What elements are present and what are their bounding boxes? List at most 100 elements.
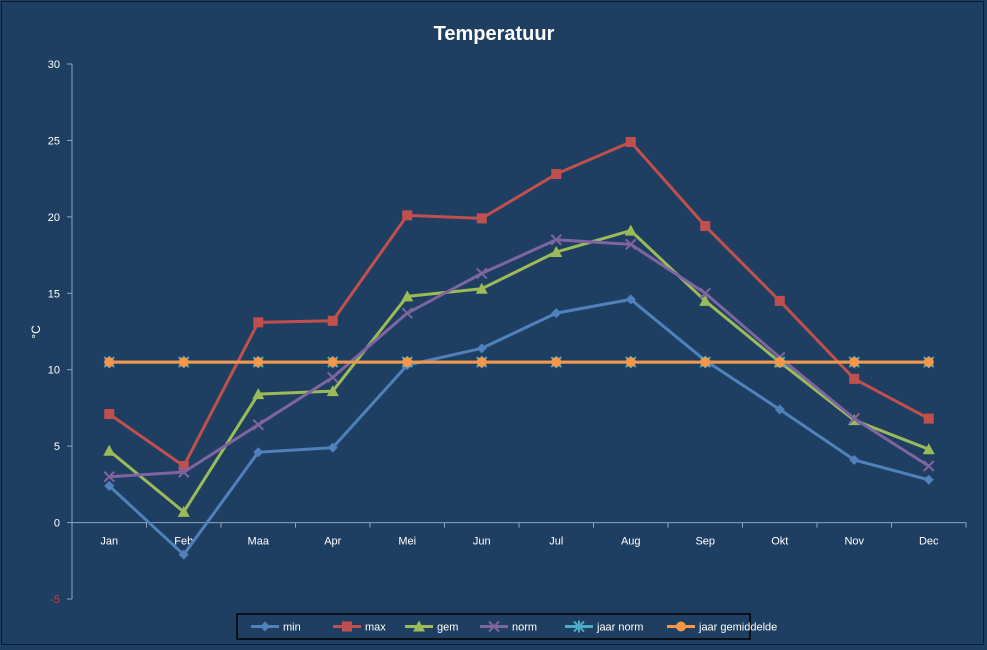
data-point [476,343,487,354]
data-point [476,357,487,368]
data-point [923,460,935,472]
series-jaar-gemiddelde [104,357,934,368]
y-tick-label: 20 [48,212,60,224]
x-tick-label: Sep [695,536,715,548]
legend-label: gem [437,622,458,634]
legend-marker [342,621,352,632]
chart-title: Temperatuur [434,23,555,45]
y-tick-label: 25 [48,135,60,147]
data-point [104,409,115,420]
data-point [402,210,413,221]
legend-label: jaar norm [596,622,643,634]
series-norm [103,234,935,483]
data-point [551,169,562,180]
axes: -5 0 5 10 15 20 25 30 Jan Feb Maa Apr Mei Jun Jul Aug Se… [48,59,967,606]
data-point [699,287,711,299]
legend-entry: jaar norm [565,620,643,634]
data-point [700,221,711,232]
data-point [550,234,562,246]
series-layer [103,136,935,560]
data-point [923,474,934,485]
legend-entry: norm [480,620,537,634]
data-point [475,282,488,294]
x-tick-label: Jun [473,536,491,548]
data-point [624,224,637,236]
data-point [252,419,264,431]
data-point [699,294,712,306]
data-point [401,307,413,319]
data-point [550,246,563,258]
data-point [327,371,339,384]
data-point [252,388,265,400]
data-point [923,357,934,368]
x-tick-label: Jul [549,536,563,548]
y-tick-label: 5 [54,441,60,453]
series-line [109,238,930,479]
legend-marker [573,620,585,633]
data-point [327,315,338,326]
x-tick-label: Aug [621,536,641,548]
data-point [923,413,934,424]
x-tick-label: Apr [324,536,341,548]
series-min [104,294,934,560]
data-point [327,442,338,453]
data-point [551,357,562,368]
x-tick-label: Nov [844,536,864,548]
legend-label: jaar gemiddelde [698,622,777,634]
data-point [849,373,860,384]
series-max [104,136,934,472]
y-tick-label: 30 [48,59,60,71]
series-gem [103,224,935,517]
data-point [849,454,860,465]
data-point [476,267,488,280]
data-point [178,549,189,560]
data-point [253,447,264,458]
x-tick-label: Feb [174,536,193,548]
data-point [625,294,636,305]
legend-marker [676,621,686,632]
y-tick-label: 15 [48,288,60,300]
data-point [326,385,339,397]
legend-marker [488,620,500,633]
series-line [108,229,930,514]
data-point [774,404,785,415]
series-line [108,297,930,557]
series-line [108,140,930,468]
data-point [178,357,189,368]
data-point [103,471,115,483]
data-point [625,238,637,251]
data-point [177,505,190,517]
data-point [253,357,264,368]
x-tick-label: Mei [398,536,416,548]
data-point [625,357,636,368]
data-point [253,317,264,328]
legend-label: max [365,622,386,634]
legend-entry: min [251,621,301,634]
y-tick-label: 10 [48,365,60,377]
data-point [402,357,413,368]
data-point [104,480,115,491]
data-point [551,308,562,319]
legend-entry: gem [405,620,458,634]
data-point [178,466,190,478]
legend-entry: max [333,621,386,634]
x-tick-label: Dec [919,536,939,548]
data-point [104,357,115,368]
data-point [103,444,116,456]
legend: min max gem norm jaar norm jaar gemiddelde [236,613,777,640]
data-point [178,461,189,472]
x-tick-label: Okt [771,536,788,548]
data-point [774,295,785,306]
data-point [401,290,414,302]
y-tick-label: -5 [50,594,60,606]
legend-marker [260,621,270,632]
x-tick-label: Maa [248,536,270,548]
data-point [625,136,636,147]
data-point [327,357,338,368]
legend-label: norm [512,622,537,634]
x-tick-label: Jan [100,536,118,548]
legend-label: min [283,622,301,634]
legend-marker [413,620,425,632]
